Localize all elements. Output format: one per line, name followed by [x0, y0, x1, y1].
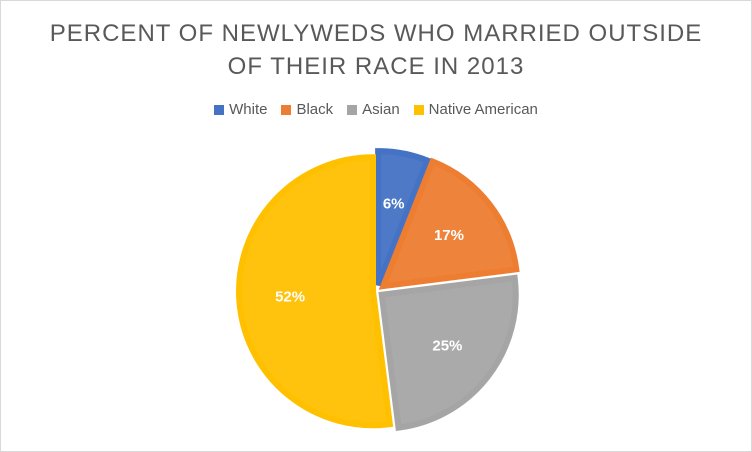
chart-title-line-1: PERCENT OF NEWLYWEDS WHO MARRIED OUTSIDE — [49, 20, 703, 47]
chart-title-line-2: OF THEIR RACE IN 2013 — [227, 53, 525, 80]
legend-swatch-native-american — [413, 104, 424, 115]
legend-item-asian: Asian — [347, 101, 400, 118]
legend-label-asian: Asian — [362, 101, 400, 118]
pie-slice-asian — [378, 274, 519, 431]
data-label-black: 17% — [434, 227, 464, 244]
chart-title: PERCENT OF NEWLYWEDS WHO MARRIED OUTSIDE… — [1, 17, 751, 83]
legend-swatch-white — [214, 104, 225, 115]
legend-label-white: White — [229, 101, 268, 118]
legend-label-black: Black — [296, 101, 334, 118]
legend-swatch-asian — [347, 104, 358, 115]
legend-item-native-american: Native American — [413, 101, 538, 118]
data-label-white: 6% — [383, 195, 405, 212]
chart-legend: White Black Asian Native American — [1, 101, 751, 118]
pie-slice-native-american — [236, 154, 394, 429]
pie-slice-white — [375, 148, 432, 287]
pie-slice-black — [378, 157, 520, 290]
pie-slices — [236, 148, 520, 431]
legend-item-black: Black — [281, 101, 333, 118]
pie-data-labels: 6% 17% 25% 52% — [275, 195, 464, 354]
legend-swatch-black — [281, 104, 292, 115]
legend-label-native-american: Native American — [428, 101, 538, 118]
legend-item-white: White — [214, 101, 267, 118]
data-label-native-american: 52% — [275, 288, 305, 305]
data-label-asian: 25% — [432, 338, 462, 355]
